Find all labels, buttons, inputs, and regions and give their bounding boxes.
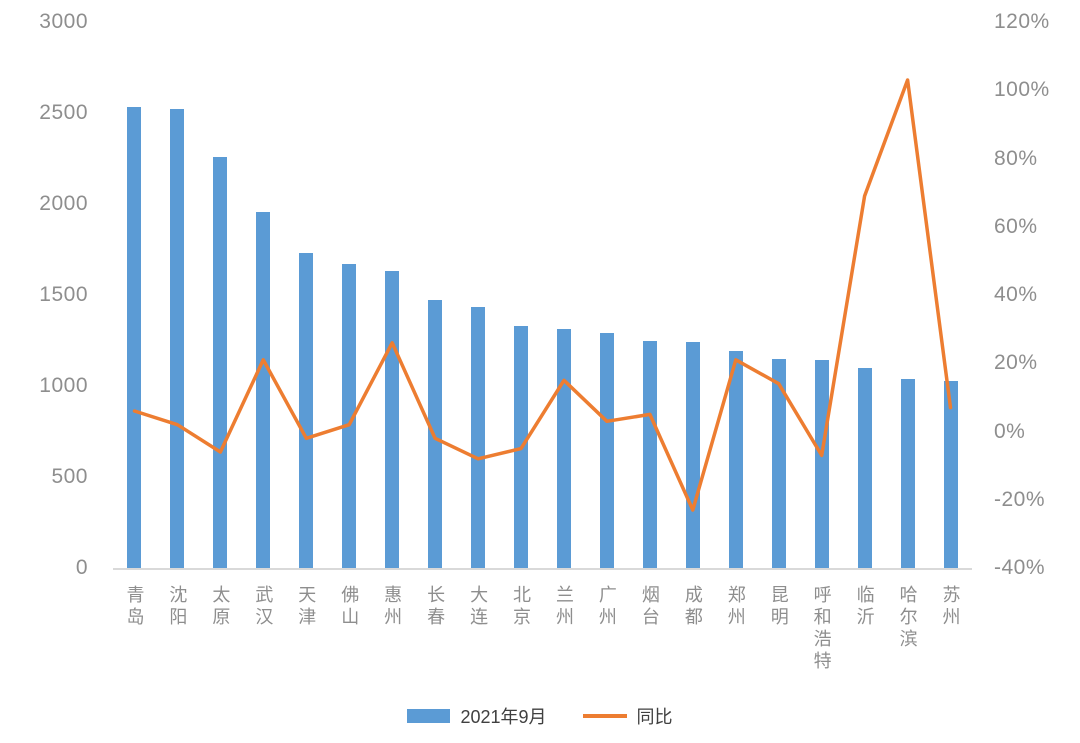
bar bbox=[556, 328, 571, 568]
legend: 2021年9月 同比 bbox=[0, 703, 1080, 729]
bar bbox=[342, 264, 357, 568]
legend-line-label: 同比 bbox=[636, 707, 673, 727]
x-axis-label-text: 惠州 bbox=[382, 585, 403, 629]
y-axis-right-tick: -40% bbox=[994, 556, 1046, 579]
y-axis-left-tick: 1500 bbox=[39, 283, 88, 306]
x-axis-label: 沈阳 bbox=[156, 585, 199, 629]
x-axis-label: 北京 bbox=[500, 585, 543, 629]
x-axis-label: 昆明 bbox=[757, 585, 800, 629]
legend-line-swatch-icon bbox=[582, 714, 627, 718]
bar bbox=[857, 367, 872, 568]
x-axis-label: 呼和浩特 bbox=[800, 585, 843, 673]
bar bbox=[428, 300, 443, 568]
y-axis-left-tick: 3000 bbox=[39, 10, 88, 33]
x-axis-label: 惠州 bbox=[371, 585, 414, 629]
bar bbox=[943, 381, 958, 568]
bar bbox=[170, 109, 185, 568]
bar bbox=[900, 378, 915, 568]
x-axis-label-text: 大连 bbox=[468, 585, 489, 629]
bar bbox=[299, 253, 314, 568]
x-axis-label: 太原 bbox=[199, 585, 242, 629]
bar bbox=[256, 212, 271, 568]
y-axis-left-tick: 0 bbox=[75, 556, 88, 579]
x-axis-label-text: 广州 bbox=[596, 585, 617, 629]
x-axis-label: 武汉 bbox=[242, 585, 285, 629]
y-axis-right-tick: 40% bbox=[994, 283, 1038, 306]
x-axis-label: 大连 bbox=[457, 585, 500, 629]
y-axis-right-tick: 100% bbox=[994, 78, 1050, 102]
x-axis-label-text: 昆明 bbox=[768, 585, 789, 629]
bar bbox=[213, 156, 228, 568]
x-axis-label: 兰州 bbox=[543, 585, 586, 629]
x-axis-label: 哈尔滨 bbox=[886, 585, 929, 651]
y-axis-left-tick: 500 bbox=[51, 465, 88, 488]
x-axis-label-text: 呼和浩特 bbox=[811, 585, 832, 673]
x-axis-label-text: 哈尔滨 bbox=[897, 585, 918, 651]
x-axis-label-text: 佛山 bbox=[339, 585, 360, 629]
x-axis-label-text: 长春 bbox=[425, 585, 446, 629]
y-axis-right-tick: 80% bbox=[994, 146, 1038, 170]
x-axis-label: 广州 bbox=[585, 585, 628, 629]
x-axis-label: 苏州 bbox=[929, 585, 972, 629]
y-axis-right-tick: 120% bbox=[994, 10, 1050, 33]
x-axis-label: 临沂 bbox=[843, 585, 886, 629]
x-axis-line bbox=[113, 568, 972, 570]
x-axis-label: 佛山 bbox=[328, 585, 371, 629]
x-axis-label-text: 临沂 bbox=[854, 585, 875, 629]
x-axis-label: 长春 bbox=[414, 585, 457, 629]
x-axis-label-text: 太原 bbox=[210, 585, 231, 629]
x-axis-label: 成都 bbox=[671, 585, 714, 629]
x-axis-label-text: 武汉 bbox=[253, 585, 274, 629]
bar bbox=[127, 106, 142, 568]
bar bbox=[642, 340, 657, 568]
x-axis-label-text: 沈阳 bbox=[167, 585, 188, 629]
bar bbox=[814, 359, 829, 568]
bar bbox=[385, 271, 400, 568]
y-axis-left-tick: 2000 bbox=[39, 192, 88, 215]
x-axis-label-text: 兰州 bbox=[553, 585, 574, 629]
x-axis-label-text: 郑州 bbox=[725, 585, 746, 629]
y-axis-right-tick: 0% bbox=[994, 419, 1026, 443]
x-axis-label-text: 青岛 bbox=[124, 585, 145, 629]
bar bbox=[771, 358, 786, 568]
y-axis-right-tick: 60% bbox=[994, 214, 1038, 238]
bar bbox=[471, 306, 486, 568]
bar bbox=[599, 333, 614, 568]
y-axis-left-tick: 2500 bbox=[39, 101, 88, 124]
x-axis-label-text: 天津 bbox=[296, 585, 317, 629]
bar bbox=[685, 342, 700, 568]
x-axis-label-text: 北京 bbox=[511, 585, 532, 629]
bar bbox=[514, 325, 529, 568]
x-axis-label-text: 成都 bbox=[682, 585, 703, 629]
x-axis-label: 郑州 bbox=[714, 585, 757, 629]
x-axis-label: 天津 bbox=[285, 585, 328, 629]
x-axis-label-text: 烟台 bbox=[639, 585, 660, 629]
legend-bar-swatch-icon bbox=[407, 709, 451, 723]
y-axis-right-tick: 20% bbox=[994, 351, 1038, 375]
y-axis-left-tick: 1000 bbox=[39, 374, 88, 397]
legend-bar-label: 2021年9月 bbox=[460, 707, 547, 727]
x-axis-label: 青岛 bbox=[113, 585, 156, 629]
x-axis-label: 烟台 bbox=[628, 585, 671, 629]
bar bbox=[728, 350, 743, 568]
y-axis-right-tick: -20% bbox=[994, 487, 1046, 511]
x-axis-label-text: 苏州 bbox=[940, 585, 961, 629]
